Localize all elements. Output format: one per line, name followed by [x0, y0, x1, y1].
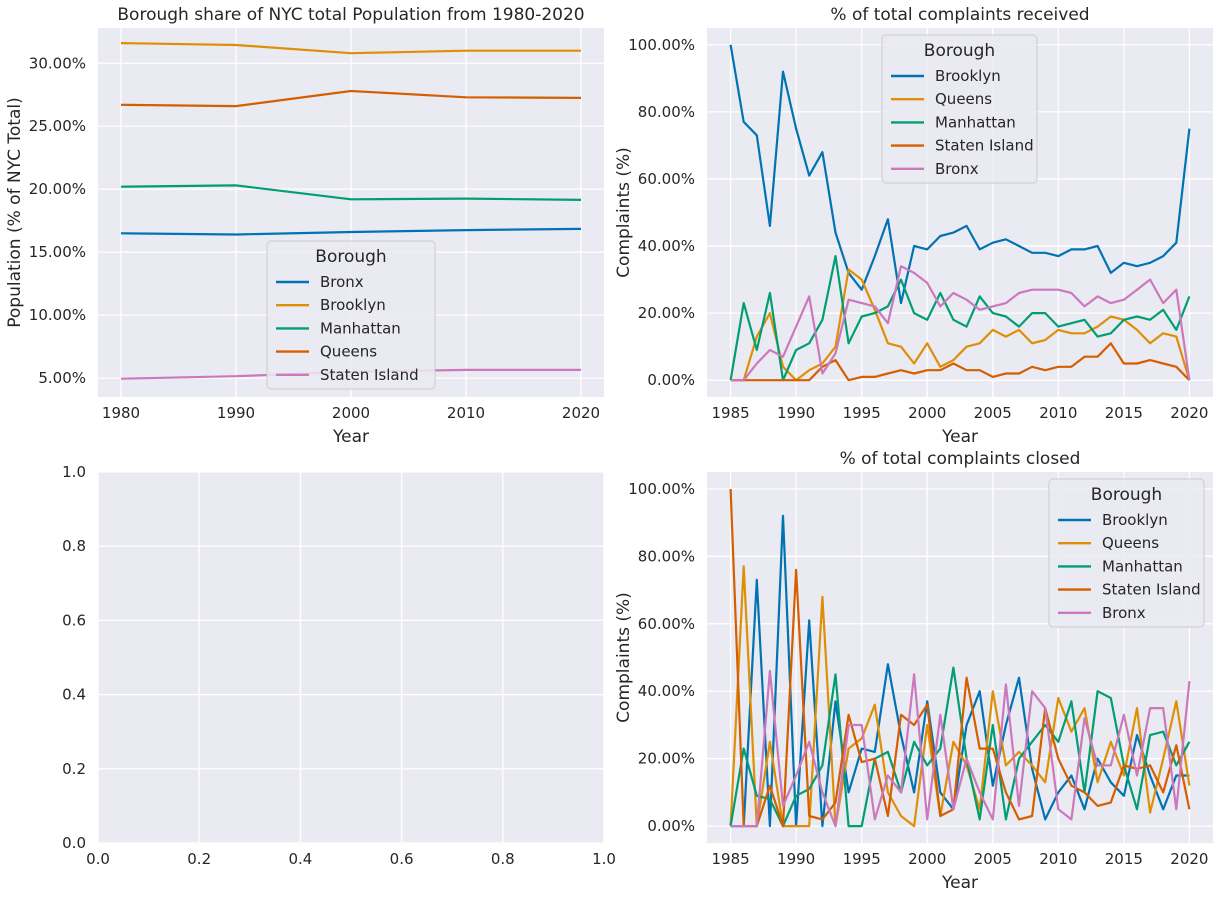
legend-entry: Brooklyn: [935, 67, 1001, 85]
y-tick-label: 0.6: [62, 611, 86, 629]
y-tick-label: 0.8: [62, 537, 86, 555]
x-tick-label: 2010: [1039, 850, 1077, 868]
y-tick-label: 40.00%: [638, 237, 695, 255]
y-tick-label: 30.00%: [29, 54, 86, 72]
x-tick-label: 1990: [777, 404, 815, 422]
series-line-queens: [730, 268, 1191, 382]
legend-entry: Brooklyn: [320, 296, 386, 314]
x-tick-label: 2020: [1170, 404, 1208, 422]
y-tick-label: 20.00%: [638, 750, 695, 768]
y-tick-label: 80.00%: [638, 103, 695, 121]
x-tick-label: 0.2: [187, 850, 211, 868]
y-tick-label: 10.00%: [29, 306, 86, 324]
legend-entry: Queens: [935, 90, 992, 108]
y-tick-label: 25.00%: [29, 117, 86, 135]
x-tick-label: 1985: [712, 404, 750, 422]
y-tick-label: 0.00%: [647, 371, 695, 389]
x-tick-label: 2010: [1039, 404, 1077, 422]
x-tick-label: 2020: [562, 404, 600, 422]
series-line-brooklyn: [730, 514, 1190, 828]
series-line-bronx: [730, 669, 1191, 828]
chart-panel-3: 0.0 0.2 0.4 0.6 0.8 1.0 0.0 0.2 0.4 0.6 0.8 1.0: [62, 463, 616, 868]
x-tick-label: 1980: [102, 404, 140, 422]
chart-title: % of total complaints received: [830, 5, 1089, 25]
chart-panel-4: 1985 1990 1995 2000 2005 2010 2015 2020 0.00% 20.…: [614, 449, 1213, 893]
x-tick-label: 0.4: [288, 850, 312, 868]
series-line-manhattan: [120, 184, 582, 201]
x-axis-label: Year: [332, 427, 369, 447]
y-tick-label: 0.4: [62, 686, 86, 704]
x-tick-label: 1.0: [592, 850, 616, 868]
x-tick-label: 0.8: [491, 850, 515, 868]
series-line-staten-island: [729, 488, 1191, 828]
y-tick-label: 100.00%: [628, 480, 695, 498]
legend-entry: Bronx: [935, 160, 979, 178]
x-axis-label: Year: [941, 427, 978, 447]
x-tick-label: 1995: [843, 404, 881, 422]
series-line-queens: [120, 89, 582, 108]
x-tick-label: 1995: [843, 850, 881, 868]
x-tick-label: 1990: [777, 850, 815, 868]
legend-title: Borough: [1091, 485, 1162, 505]
legend-entry: Staten Island: [1102, 581, 1201, 599]
y-axis-label: Complaints (%): [614, 147, 634, 278]
x-tick-label: 1985: [712, 850, 750, 868]
series-line-bronx: [730, 265, 1191, 382]
series-line-manhattan: [729, 255, 1191, 382]
chart-panel-2: 1985 1990 1995 2000 2005 2010 2015 2020 0.00% 20.…: [614, 5, 1213, 447]
x-tick-label: 2015: [1105, 404, 1143, 422]
legend-title: Borough: [924, 41, 995, 61]
x-tick-label: 2000: [332, 404, 370, 422]
legend-title: Borough: [315, 247, 386, 267]
legend-entry: Manhattan: [1102, 557, 1183, 575]
x-tick-label: 2015: [1105, 850, 1143, 868]
series-line-brooklyn: [729, 44, 1191, 305]
y-tick-label: 0.00%: [647, 817, 695, 835]
y-tick-label: 20.00%: [638, 304, 695, 322]
y-tick-label: 1.0: [62, 463, 86, 481]
y-axis-label: Population (% of NYC Total): [5, 97, 25, 327]
y-tick-label: 60.00%: [638, 615, 695, 633]
x-tick-label: 2005: [974, 404, 1012, 422]
x-tick-label: 2000: [908, 404, 946, 422]
legend-entry: Queens: [1102, 534, 1159, 552]
y-tick-label: 60.00%: [638, 170, 695, 188]
x-tick-label: 2000: [908, 850, 946, 868]
x-axis-label: Year: [941, 873, 978, 893]
legend-entry: Bronx: [1102, 604, 1146, 622]
x-tick-label: 2020: [1170, 850, 1208, 868]
legend: Borough Brooklyn Queens Manhattan Staten Isl…: [881, 34, 1038, 184]
y-tick-label: 100.00%: [628, 36, 695, 54]
chart-title: Borough share of NYC total Population fr…: [117, 5, 584, 25]
y-tick-label: 80.00%: [638, 547, 695, 565]
legend: Borough Brooklyn Queens Manhattan Staten Isl…: [1048, 478, 1205, 628]
legend: Borough Bronx Brooklyn Manhattan Queens State…: [266, 240, 436, 390]
legend-entry: Manhattan: [935, 113, 1016, 131]
series-line-bronx: [120, 227, 582, 236]
y-tick-label: 20.00%: [29, 180, 86, 198]
legend-entry: Queens: [320, 343, 377, 361]
y-tick-label: 0.0: [62, 834, 86, 852]
x-tick-label: 0.6: [390, 850, 414, 868]
y-tick-label: 15.00%: [29, 243, 86, 261]
legend-entry: Manhattan: [320, 319, 401, 337]
x-tick-label: 0.0: [86, 850, 110, 868]
chart-title: % of total complaints closed: [840, 449, 1081, 469]
plot-area: [98, 472, 604, 843]
legend-entry: Staten Island: [320, 366, 419, 384]
x-tick-label: 2010: [447, 404, 485, 422]
y-tick-label: 40.00%: [638, 682, 695, 700]
series-line-brooklyn: [120, 42, 581, 55]
y-axis-label: Complaints (%): [614, 592, 634, 723]
legend-entry: Brooklyn: [1102, 511, 1168, 529]
series-line-staten-island: [730, 342, 1191, 382]
x-tick-label: 1990: [217, 404, 255, 422]
x-tick-label: 2005: [974, 850, 1012, 868]
legend-entry: Staten Island: [935, 137, 1034, 155]
y-tick-label: 5.00%: [38, 369, 86, 387]
legend-entry: Bronx: [320, 273, 364, 291]
y-tick-label: 0.2: [62, 760, 86, 778]
chart-panel-1: 1980 1990 2000 2010 2020 5.00% 10.00% 15.00% 20.…: [5, 5, 604, 447]
